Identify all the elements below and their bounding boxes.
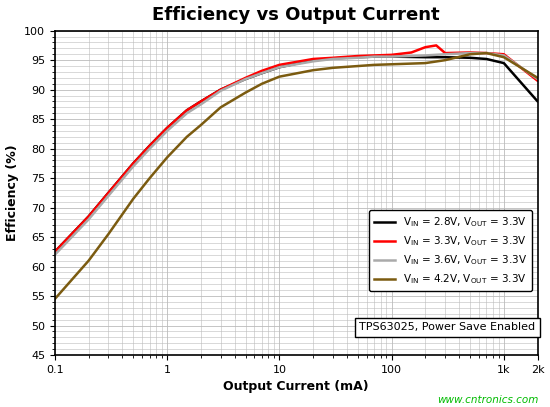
Y-axis label: Efficiency (%): Efficiency (%) xyxy=(6,144,19,241)
Text: TPS63025, Power Save Enabled: TPS63025, Power Save Enabled xyxy=(359,322,535,333)
X-axis label: Output Current (mA): Output Current (mA) xyxy=(223,380,369,393)
Title: Efficiency vs Output Current: Efficiency vs Output Current xyxy=(152,6,440,24)
Text: www.cntronics.com: www.cntronics.com xyxy=(438,395,539,405)
Legend: $\mathregular{V_{IN}}$ = 2.8V, $\mathregular{V_{OUT}}$ = 3.3V, $\mathregular{V_{: $\mathregular{V_{IN}}$ = 2.8V, $\mathreg… xyxy=(368,210,532,291)
